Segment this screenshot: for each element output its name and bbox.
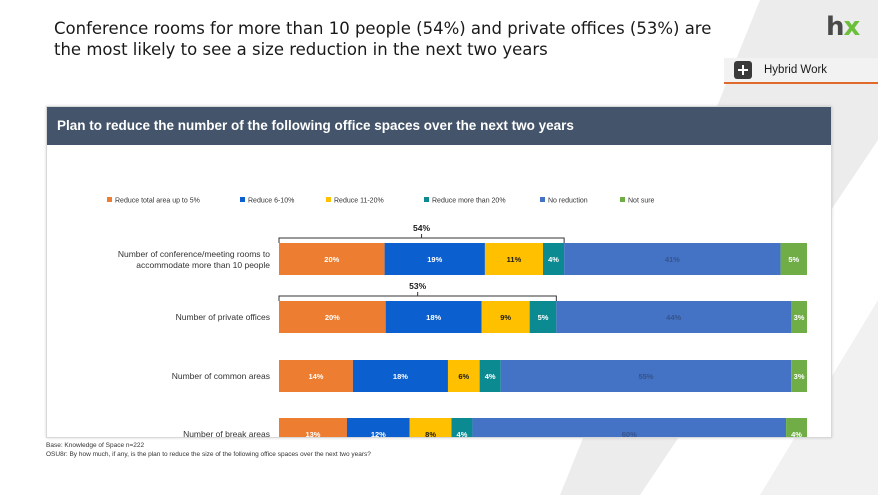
bracket-total-label: 53% [409, 281, 426, 291]
bar-segment [279, 301, 386, 333]
bar-value-label: 9% [500, 313, 511, 322]
bar-value-label: 11% [507, 255, 522, 264]
legend-label: Reduce 11-20% [334, 198, 384, 205]
reduction-bracket [278, 292, 557, 301]
bar-value-label: 41% [665, 255, 680, 264]
legend-label: No reduction [548, 198, 588, 205]
bar-value-label: 4% [457, 430, 468, 437]
footnote-base: Base: Knowledge of Space n=222 [46, 442, 145, 449]
bar-segment [564, 243, 781, 275]
legend-swatch [540, 197, 545, 202]
bar-value-label: 12% [371, 430, 386, 437]
footnote-question: OSU8r: By how much, if any, is the plan … [46, 451, 371, 458]
category-label: Number of break areas [183, 429, 270, 437]
bar-value-label: 3% [794, 372, 805, 381]
logo-h: h [826, 12, 844, 42]
stacked-bar-chart: Reduce total area up to 5% Reduce 6-10% Re… [107, 197, 807, 450]
bar-value-label: 60% [622, 430, 637, 437]
chart-title: Plan to reduce the number of the followi… [47, 107, 831, 145]
bar-segment [543, 243, 565, 275]
legend-swatch [107, 197, 112, 202]
bar-segment [352, 360, 448, 392]
bar-value-label: 5% [538, 313, 549, 322]
category-label: Number of common areas [172, 371, 270, 381]
legend-label: Reduce total area up to 5% [115, 198, 200, 205]
bar-value-label: 19% [427, 255, 442, 264]
bar-segment [279, 360, 353, 392]
legend-swatch [240, 197, 245, 202]
plus-box-icon [734, 61, 752, 79]
legend-swatch [620, 197, 625, 202]
bar-segment [447, 360, 480, 392]
bar-value-label: 4% [791, 430, 802, 437]
category-label: Number of conference/meeting rooms to acc… [118, 249, 270, 270]
bar-value-label: 8% [425, 430, 436, 437]
legend-swatch [326, 197, 331, 202]
legend-label: Not sure [628, 198, 655, 205]
bar-segment [384, 243, 485, 275]
bar-value-label: 6% [458, 372, 469, 381]
bar-segment [484, 243, 543, 275]
category-label: Number of private offices [176, 312, 270, 322]
legend-label: Reduce more than 20% [432, 198, 506, 205]
bar-value-label: 18% [426, 313, 441, 322]
bar-value-label: 44% [666, 313, 681, 322]
bar-segment [791, 360, 807, 392]
bar-value-label: 14% [308, 372, 323, 381]
bar-segment [529, 301, 557, 333]
reduction-bracket [278, 234, 565, 243]
legend-label: Reduce 6-10% [248, 198, 294, 205]
legend-swatch [424, 197, 429, 202]
bar-segment [481, 301, 530, 333]
chart-panel: Plan to reduce the number of the followi… [46, 106, 832, 450]
bar-value-label: 18% [393, 372, 408, 381]
bar-segment [780, 243, 807, 275]
bar-value-label: 3% [794, 313, 805, 322]
bar-value-label: 4% [485, 372, 496, 381]
bar-value-label: 13% [305, 430, 320, 437]
bar-value-label: 5% [788, 255, 799, 264]
hybrid-work-tag: Hybrid Work [724, 58, 878, 84]
bar-segment [385, 301, 482, 333]
bar-value-label: 20% [325, 313, 340, 322]
page-headline: Conference rooms for more than 10 people… [54, 19, 712, 59]
bar-value-label: 4% [548, 255, 559, 264]
bar-segment [791, 301, 807, 333]
logo-x: x [843, 12, 861, 42]
bar-segment [279, 243, 385, 275]
bracket-total-label: 54% [413, 223, 430, 233]
tag-label: Hybrid Work [764, 64, 828, 76]
bar-segment [556, 301, 791, 333]
hx-logo: hx [826, 12, 861, 42]
bar-value-label: 20% [324, 255, 339, 264]
bar-value-label: 55% [638, 372, 653, 381]
bar-segment [479, 360, 501, 392]
bar-segment [500, 360, 792, 392]
